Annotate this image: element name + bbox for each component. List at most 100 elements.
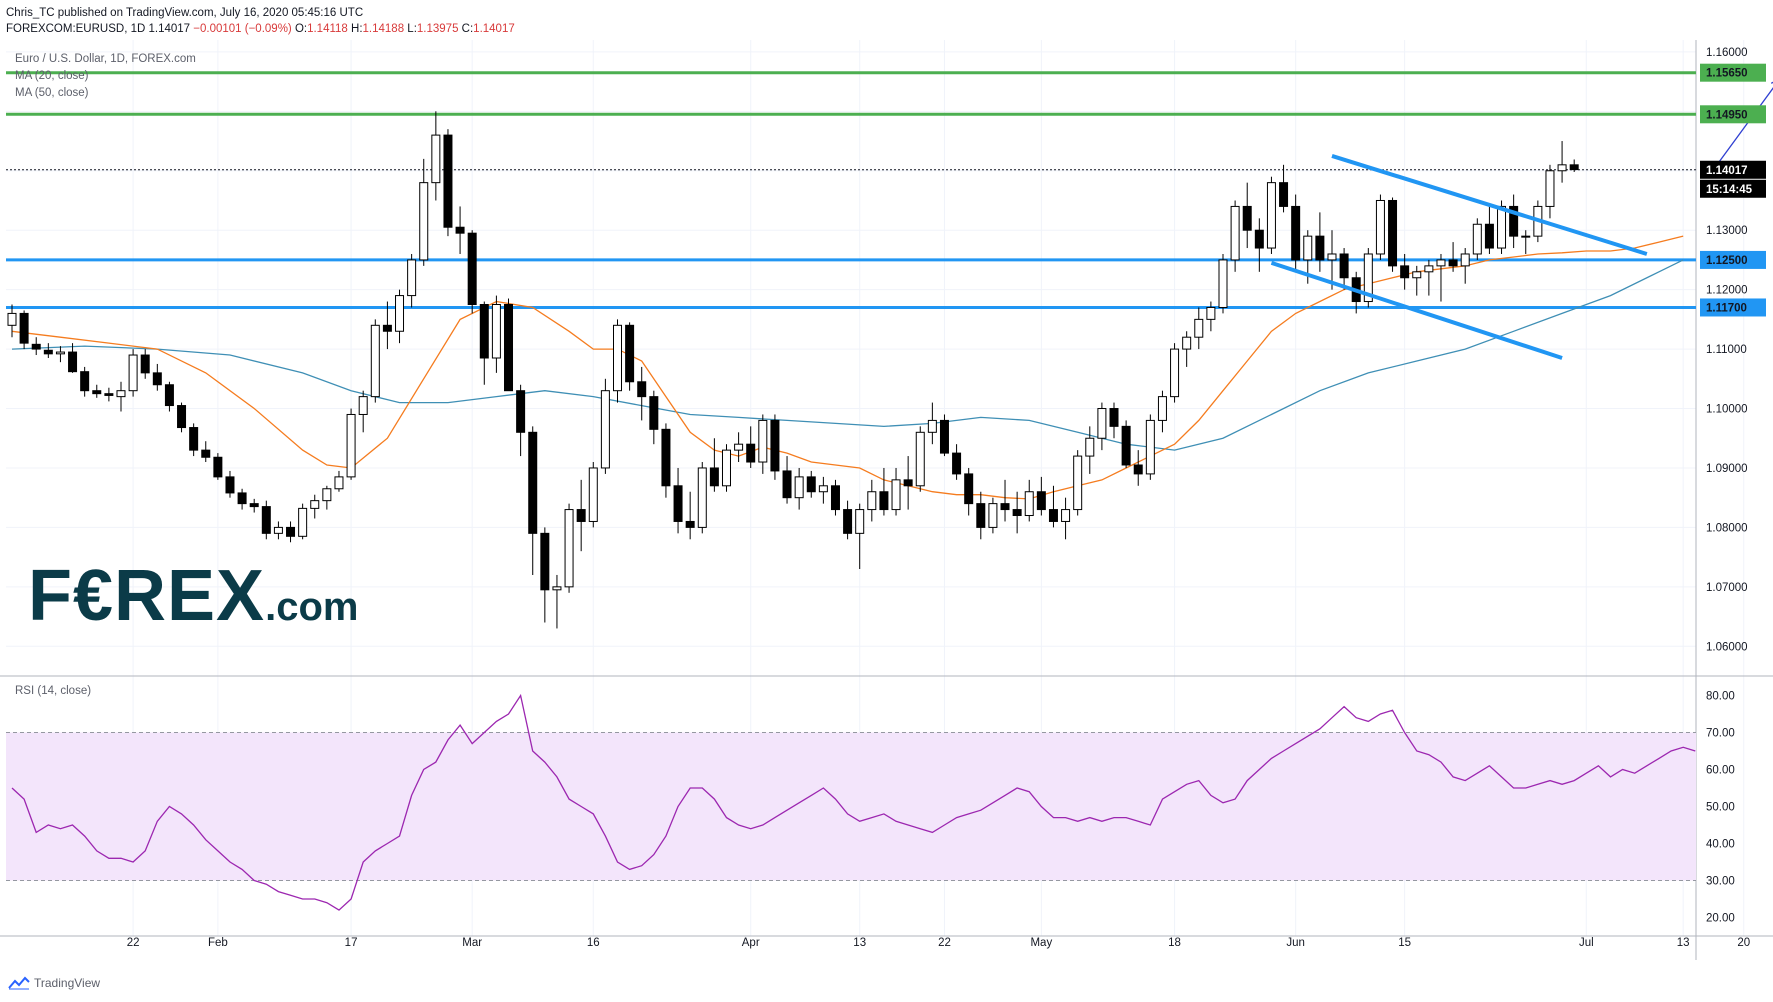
candle-body — [988, 503, 998, 528]
candle-body — [1133, 464, 1143, 475]
candle-body — [1061, 509, 1071, 522]
candle-body — [564, 509, 574, 588]
candles — [7, 111, 1579, 629]
tradingview-logo-icon — [8, 976, 30, 990]
open-value: 1.14118 — [307, 23, 348, 35]
candle-body — [1145, 419, 1155, 475]
candle-body — [1048, 509, 1058, 522]
candle-body — [491, 304, 501, 359]
candle-body — [588, 467, 598, 522]
candle-body — [286, 526, 296, 537]
candle-body — [7, 312, 17, 326]
candle-body — [407, 259, 417, 297]
ma20-line — [11, 235, 1684, 500]
candle-body — [213, 456, 223, 478]
candle-body — [1097, 408, 1107, 439]
time-tick-label: 22 — [127, 937, 140, 949]
rsi-tick-label: 70.00 — [1706, 728, 1735, 740]
candle-body — [43, 349, 53, 355]
candle-body — [19, 312, 29, 344]
candle-body — [1400, 265, 1410, 279]
candle-body — [261, 506, 271, 534]
time-tick-label: 16 — [587, 937, 600, 949]
time-tick-label: Jul — [1579, 937, 1594, 949]
time-tick-label: Feb — [208, 937, 228, 949]
candle-body — [55, 351, 65, 355]
price-tag-bg — [1700, 160, 1766, 179]
price-tag-bg — [1700, 105, 1766, 124]
candle-body — [1521, 235, 1531, 238]
logo-suffix: .com — [265, 585, 359, 629]
last-price: 1.14017 — [148, 23, 191, 35]
candle-body — [1073, 455, 1083, 511]
candle-body — [1315, 235, 1325, 261]
candle-body — [249, 503, 259, 508]
candle-body — [794, 476, 804, 499]
price-tag-label: 1.14017 — [1706, 165, 1748, 177]
rsi-tick-label: 60.00 — [1706, 765, 1735, 777]
candle-body — [1266, 182, 1276, 249]
rsi-band — [6, 732, 1696, 881]
candle-body — [1327, 253, 1337, 261]
candle-body — [201, 449, 211, 458]
candle-body — [419, 182, 429, 261]
candle-body — [855, 509, 865, 534]
time-tick-label: Apr — [742, 937, 760, 949]
price-tag-bg — [1700, 250, 1766, 269]
candle-body — [92, 390, 102, 395]
rsi-legend: RSI (14, close) — [15, 685, 92, 697]
time-tick-label: 15 — [1398, 937, 1411, 949]
candle-body — [1279, 182, 1289, 207]
high-value: 1.14188 — [362, 23, 405, 35]
candle-body — [1085, 437, 1095, 457]
candle-body — [1291, 205, 1301, 261]
rsi-tick-label: 80.00 — [1706, 691, 1735, 703]
price-tag-bg — [1700, 298, 1766, 317]
candle-body — [322, 488, 332, 502]
candle-body — [1218, 259, 1228, 308]
candle-body — [721, 449, 731, 487]
symbol-title: Euro / U.S. Dollar, 1D, FOREX.com — [15, 53, 196, 65]
candle-body — [1363, 253, 1373, 303]
candle-body — [758, 419, 768, 463]
candle-body — [68, 351, 78, 373]
candle-body — [116, 390, 126, 398]
price-tick-label: 1.10000 — [1706, 404, 1748, 416]
candle-body — [552, 586, 562, 591]
candle-body — [80, 371, 90, 392]
candle-body — [1484, 223, 1494, 249]
price-tag-label: 1.11700 — [1706, 302, 1747, 314]
candle-body — [1375, 199, 1385, 255]
channel-line — [1331, 153, 1648, 256]
tradingview-footer[interactable]: TradingView — [8, 976, 100, 990]
candle-body — [1194, 318, 1204, 338]
candle-body — [1472, 223, 1482, 255]
low-label: L: — [407, 23, 417, 35]
candle-body — [1230, 205, 1240, 261]
candle-body — [140, 354, 150, 374]
candle-body — [1497, 205, 1507, 249]
candle-body — [225, 476, 235, 494]
candle-body — [479, 304, 489, 359]
candle-body — [1012, 509, 1022, 517]
candle-body — [1170, 348, 1180, 398]
ma50-legend: MA (50, close) — [15, 87, 89, 99]
candle-body — [1121, 425, 1131, 466]
time-tick-label: May — [1030, 937, 1052, 949]
candle-body — [1182, 336, 1192, 350]
candle-body — [395, 295, 405, 332]
low-value: 1.13975 — [416, 23, 459, 35]
candle-body — [709, 467, 719, 487]
tradingview-brand: TradingView — [34, 976, 101, 990]
candle-body — [891, 479, 901, 511]
symbol-name: FOREXCOM:EURUSD, 1D — [6, 23, 146, 35]
candle-body — [830, 485, 840, 511]
price-tick-label: 1.12000 — [1706, 285, 1748, 297]
symbol-ohlc-bar: FOREXCOM:EURUSD, 1D 1.14017 −0.00101 (−0… — [6, 22, 515, 36]
candle-body — [370, 324, 380, 398]
ma50-line — [11, 259, 1684, 451]
candle-body — [613, 324, 622, 392]
candle-body — [661, 428, 671, 487]
time-tick-label: 20 — [1737, 937, 1750, 949]
